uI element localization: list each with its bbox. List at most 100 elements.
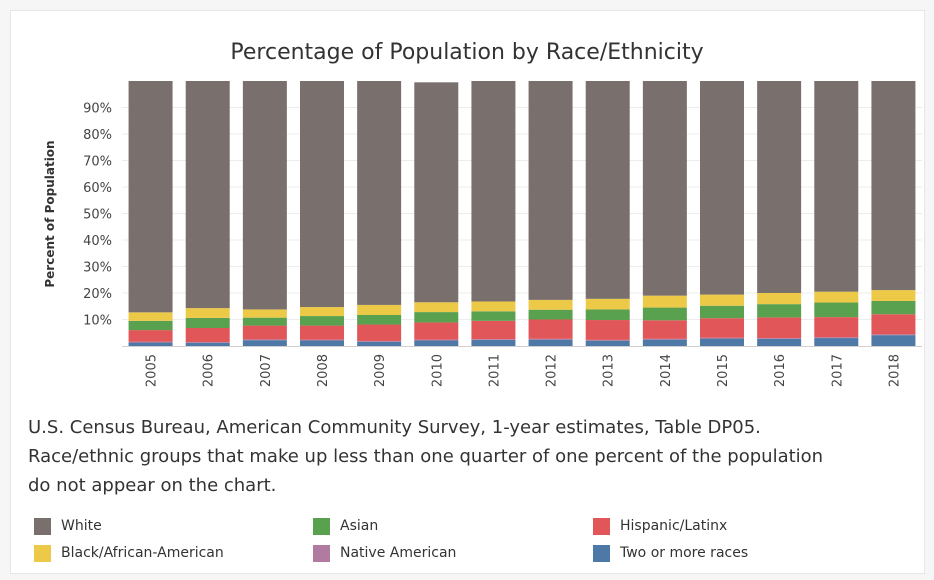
bar-segment-black-african-american-2012	[528, 299, 573, 310]
bar-segment-hispanic-latinx-2014	[642, 320, 687, 339]
y-tick-label: 20%	[83, 287, 112, 302]
x-tick-label-2011: 2011	[487, 354, 502, 387]
bar-segment-two-or-more-races-2011	[471, 339, 516, 346]
bar-segment-asian-2006	[185, 317, 230, 328]
bar-segment-hispanic-latinx-2018	[871, 314, 916, 335]
x-tick-label-2018: 2018	[887, 354, 902, 387]
legend-item-native-american[interactable]: Native American	[313, 543, 456, 563]
legend-label-asian: Asian	[340, 518, 379, 534]
bar-segment-native-american-2011	[471, 339, 516, 340]
x-tick-label-2016: 2016	[773, 354, 788, 387]
bar-segment-native-american-2018	[871, 334, 916, 336]
bar-segment-white-2012	[528, 81, 573, 300]
y-tick-label: 40%	[83, 234, 112, 249]
legend-item-hispanic-latinx[interactable]: Hispanic/Latinx	[593, 516, 727, 536]
bar-segment-native-american-2017	[814, 337, 859, 339]
bar-segment-native-american-2005	[128, 341, 173, 343]
x-tick-label-2013: 2013	[602, 354, 617, 387]
bar-segment-black-african-american-2014	[642, 295, 687, 308]
bar-segment-black-african-american-2009	[357, 304, 402, 315]
y-tick-label: 60%	[83, 181, 112, 196]
bar-segment-hispanic-latinx-2017	[814, 317, 859, 338]
x-tick-label-2010: 2010	[430, 354, 445, 387]
legend-item-white[interactable]: White	[34, 516, 102, 536]
bar-segment-asian-2013	[585, 309, 630, 321]
legend-swatch-black-african-american	[34, 544, 51, 562]
bar-segment-white-2018	[871, 81, 916, 291]
bar-segment-asian-2015	[700, 305, 744, 319]
bar-segment-two-or-more-races-2007	[242, 340, 287, 346]
bar-segment-two-or-more-races-2005	[128, 342, 173, 346]
bar-segment-white-2016	[757, 81, 802, 293]
x-tick-label-2007: 2007	[259, 354, 274, 387]
bar-segment-two-or-more-races-2013	[585, 340, 630, 346]
source-note: U.S. Census Bureau, American Community S…	[28, 413, 918, 500]
bar-segment-white-2005	[128, 81, 173, 313]
bar-segment-asian-2007	[242, 317, 287, 326]
bar-segment-two-or-more-races-2015	[700, 338, 744, 346]
source-line-3: do not appear on the chart.	[28, 475, 277, 496]
bar-segment-native-american-2006	[185, 342, 230, 343]
legend: White Asian Hispanic/Latinx Black/Africa…	[34, 514, 914, 574]
bar-segment-native-american-2012	[528, 338, 573, 340]
legend-label-black-african-american: Black/African-American	[61, 545, 224, 561]
stacked-bar-chart: 10% 20% 30% 40% 50% 60% 70% 80% 90% 2005 2006 2007 2…	[83, 81, 922, 387]
legend-swatch-native-american	[313, 544, 330, 562]
bar-segment-two-or-more-races-2009	[357, 341, 402, 346]
y-tick-label: 10%	[83, 314, 112, 329]
bar-segment-white-2009	[357, 81, 402, 305]
y-tick-label: 90%	[83, 102, 112, 117]
y-tick-label: 50%	[83, 208, 112, 223]
bar-segment-hispanic-latinx-2016	[757, 317, 802, 339]
y-tick-label: 80%	[83, 128, 112, 143]
bar-segment-white-2010	[414, 82, 459, 303]
bar-segment-black-african-american-2007	[242, 309, 287, 318]
bar-segment-native-american-2008	[300, 339, 344, 341]
source-line-2: Race/ethnic groups that make up less tha…	[28, 446, 824, 467]
legend-item-two-or-more-races[interactable]: Two or more races	[593, 543, 748, 563]
bar-segment-black-african-american-2013	[585, 298, 630, 310]
legend-item-asian[interactable]: Asian	[313, 516, 378, 536]
bar-segment-asian-2014	[642, 307, 687, 321]
bar-segment-asian-2005	[128, 320, 173, 331]
bar-segment-native-american-2009	[357, 340, 402, 342]
bar-segment-hispanic-latinx-2015	[700, 318, 744, 338]
bar-segment-white-2017	[814, 81, 859, 292]
y-tick-label: 70%	[83, 155, 112, 170]
bar-segment-white-2006	[185, 81, 230, 309]
bar-segment-hispanic-latinx-2008	[300, 325, 344, 340]
bar-segment-two-or-more-races-2012	[528, 339, 573, 346]
legend-swatch-two-or-more-races	[593, 544, 610, 562]
x-tick-label-2009: 2009	[373, 354, 388, 387]
bar-segment-asian-2016	[757, 304, 802, 318]
bar-segment-hispanic-latinx-2009	[357, 324, 402, 341]
bar-segment-white-2015	[700, 81, 744, 295]
bar-segment-hispanic-latinx-2011	[471, 320, 516, 340]
x-tick-label-2008: 2008	[316, 354, 331, 387]
x-tick-label-2017: 2017	[830, 354, 845, 387]
legend-swatch-asian	[313, 517, 330, 535]
bar-segment-hispanic-latinx-2006	[185, 327, 230, 343]
legend-label-native-american: Native American	[340, 545, 457, 561]
bar-segment-asian-2009	[357, 314, 402, 325]
bar-segment-asian-2011	[471, 311, 516, 321]
bar-segment-black-african-american-2011	[471, 301, 516, 312]
bar-segment-asian-2018	[871, 300, 916, 315]
legend-swatch-white	[34, 517, 51, 535]
bar-segment-white-2008	[300, 81, 344, 308]
bar-segment-black-african-american-2010	[414, 302, 459, 313]
legend-item-black-african-american[interactable]: Black/African-American	[34, 543, 224, 563]
bar-segment-hispanic-latinx-2005	[128, 330, 173, 342]
bar-segment-two-or-more-races-2016	[757, 338, 802, 346]
bar-segment-black-african-american-2006	[185, 308, 230, 318]
chart-title: Percentage of Population by Race/Ethnici…	[230, 40, 704, 65]
source-line-1: U.S. Census Bureau, American Community S…	[28, 417, 761, 438]
bar-segment-two-or-more-races-2014	[642, 339, 687, 346]
bar-segment-asian-2010	[414, 312, 459, 323]
x-tick-label-2015: 2015	[716, 354, 731, 387]
bar-segment-hispanic-latinx-2013	[585, 320, 630, 340]
bar-segment-hispanic-latinx-2012	[528, 319, 573, 339]
bar-segment-black-african-american-2018	[871, 290, 916, 301]
bar-segment-black-african-american-2008	[300, 307, 344, 317]
bar-segment-two-or-more-races-2018	[871, 335, 916, 346]
